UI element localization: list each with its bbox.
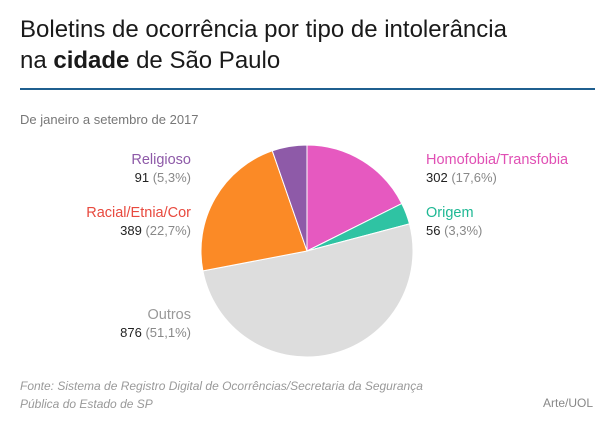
label-racial: Racial/Etnia/Cor 389 (22,7%) (86, 204, 191, 240)
label-pct-homofobia: (17,6%) (451, 170, 497, 185)
title-line2-prefix: na (20, 47, 54, 74)
label-outros: Outros 876 (51,1%) (120, 306, 191, 342)
title-bold-word: cidade (53, 47, 130, 74)
chart-subtitle: De janeiro a setembro de 2017 (20, 112, 199, 127)
label-religioso: Religioso 91 (5,3%) (131, 151, 191, 187)
title-divider (20, 88, 595, 90)
chart-title: Boletins de ocorrência por tipo de intol… (20, 14, 600, 76)
title-line1: Boletins de ocorrência por tipo de intol… (20, 16, 507, 43)
label-name-homofobia: Homofobia/Transfobia (426, 152, 569, 168)
title-line2-suffix: de São Paulo (129, 47, 281, 74)
label-value-racial: 389 (120, 223, 142, 238)
label-name-religioso: Religioso (131, 152, 191, 168)
label-value-religioso: 91 (134, 170, 150, 185)
label-value-homofobia: 302 (426, 170, 448, 185)
source-note: Fonte: Sistema de Registro Digital de Oc… (20, 379, 423, 411)
credit: Arte/UOL (542, 396, 593, 410)
pie-slice-religioso (271, 144, 308, 252)
label-value-outros: 876 (120, 325, 142, 340)
label-homofobia: Homofobia/Transfobia 302 (17,6%) (426, 151, 568, 187)
pie-slice-homofobia-transfobia (306, 144, 403, 252)
label-pct-religioso: (5,3%) (152, 170, 191, 185)
label-origem: Origem 56 (3,3%) (426, 204, 482, 240)
pie-slice-racial-etnia-cor (200, 150, 308, 272)
pie-slice-outros (202, 223, 414, 358)
label-pct-racial: (22,7%) (145, 223, 191, 238)
label-name-racial: Racial/Etnia/Cor (86, 205, 191, 221)
label-name-origem: Origem (426, 205, 474, 221)
label-pct-origem: (3,3%) (444, 223, 483, 238)
label-value-origem: 56 (426, 223, 441, 238)
label-name-outros: Outros (147, 307, 191, 323)
label-pct-outros: (51,1%) (145, 325, 191, 340)
